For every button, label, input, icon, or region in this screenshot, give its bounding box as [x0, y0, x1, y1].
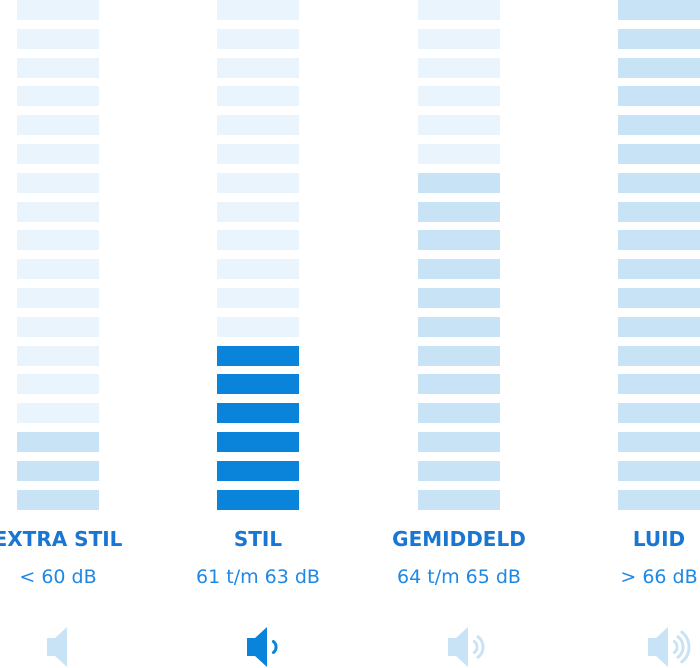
meter-segment	[618, 460, 700, 481]
meter-segment	[618, 57, 700, 78]
meter-segment	[618, 403, 700, 424]
meter-segment	[217, 172, 299, 193]
meter-segment	[17, 28, 99, 49]
sound-wave	[676, 635, 685, 659]
speaker-high-icon	[648, 627, 691, 667]
meter-segment	[618, 259, 700, 280]
meter-segment	[17, 259, 99, 280]
meter-segment	[618, 0, 700, 20]
meter-segment	[217, 0, 299, 20]
meter-segment	[618, 144, 700, 164]
meter-segment	[217, 28, 299, 49]
meter-segment	[418, 374, 500, 395]
meter-segment	[418, 28, 500, 49]
meter-segment	[418, 259, 500, 280]
level-name: LUID	[632, 527, 686, 551]
meter-segment	[217, 259, 299, 280]
speaker-body	[47, 627, 67, 667]
meter-segment	[217, 316, 299, 337]
speaker-body	[247, 627, 267, 667]
meter-segment	[418, 144, 500, 164]
meter-segment	[17, 144, 99, 164]
meter-segment	[618, 316, 700, 337]
meter-segment	[217, 201, 299, 222]
meter-segment	[217, 374, 299, 395]
meter-segment	[618, 28, 700, 49]
meter-segment	[418, 201, 500, 222]
meter-segment	[217, 144, 299, 164]
sound-wave	[672, 640, 679, 654]
meter-segment	[418, 316, 500, 337]
speaker-low-icon	[247, 627, 278, 667]
meter-segment	[618, 489, 700, 510]
level-range: 64 t/m 65 dB	[397, 566, 521, 588]
meter-segment	[418, 86, 500, 107]
meter-segment	[217, 57, 299, 78]
speaker-mute-icon	[47, 627, 67, 667]
level-name: GEMIDDELD	[392, 527, 526, 551]
meter-segment	[17, 86, 99, 107]
meter-segment	[418, 230, 500, 251]
speaker-body	[648, 627, 668, 667]
meter-segment	[217, 115, 299, 136]
meter-segment	[217, 432, 299, 452]
sound-wave	[680, 630, 691, 664]
meter-segment	[618, 432, 700, 452]
meter-segment	[217, 403, 299, 424]
meter-segment	[17, 489, 99, 510]
meter-segment	[17, 460, 99, 481]
meter-segment	[217, 230, 299, 251]
speaker-body	[448, 627, 468, 667]
sound-wave	[271, 640, 278, 654]
speaker-medium-icon	[448, 627, 485, 667]
meter-segment	[17, 288, 99, 308]
meter-segment	[418, 403, 500, 424]
meter-segment	[217, 288, 299, 308]
sound-wave	[472, 640, 479, 654]
meter-segment	[17, 403, 99, 424]
meter-segment	[618, 86, 700, 107]
meter-segment	[217, 345, 299, 366]
meter-segment	[418, 288, 500, 308]
meter-segment	[418, 0, 500, 20]
level-range: < 60 dB	[19, 566, 97, 588]
meter-segment	[618, 115, 700, 136]
meter-segment	[17, 230, 99, 251]
meter-segment	[618, 172, 700, 193]
meter-segment	[618, 374, 700, 395]
meter-segment	[17, 316, 99, 337]
meter-segment	[418, 172, 500, 193]
sound-wave	[476, 635, 485, 659]
level-range: > 66 dB	[620, 566, 698, 588]
meter-segment	[17, 374, 99, 395]
meter-segment	[418, 345, 500, 366]
meter-segment	[17, 57, 99, 78]
meter-segment	[17, 172, 99, 193]
meter-segment	[418, 432, 500, 452]
meter-segment	[17, 201, 99, 222]
meter-segment	[618, 201, 700, 222]
level-name: EXTRA STIL	[0, 527, 123, 551]
meter-segment	[418, 57, 500, 78]
meter-segment	[17, 345, 99, 366]
meter-segment	[17, 115, 99, 136]
meter-segment	[618, 288, 700, 308]
meter-segment	[17, 432, 99, 452]
level-name: STIL	[233, 527, 283, 551]
meter-segment	[217, 460, 299, 481]
level-range: 61 t/m 63 dB	[196, 566, 320, 588]
meter-segment	[618, 230, 700, 251]
meter-segment	[17, 0, 99, 20]
meter-segment	[418, 115, 500, 136]
meter-segment	[217, 86, 299, 107]
meter-segment	[418, 489, 500, 510]
meter-segment	[618, 345, 700, 366]
meter-segment	[217, 489, 299, 510]
meter-segment	[418, 460, 500, 481]
